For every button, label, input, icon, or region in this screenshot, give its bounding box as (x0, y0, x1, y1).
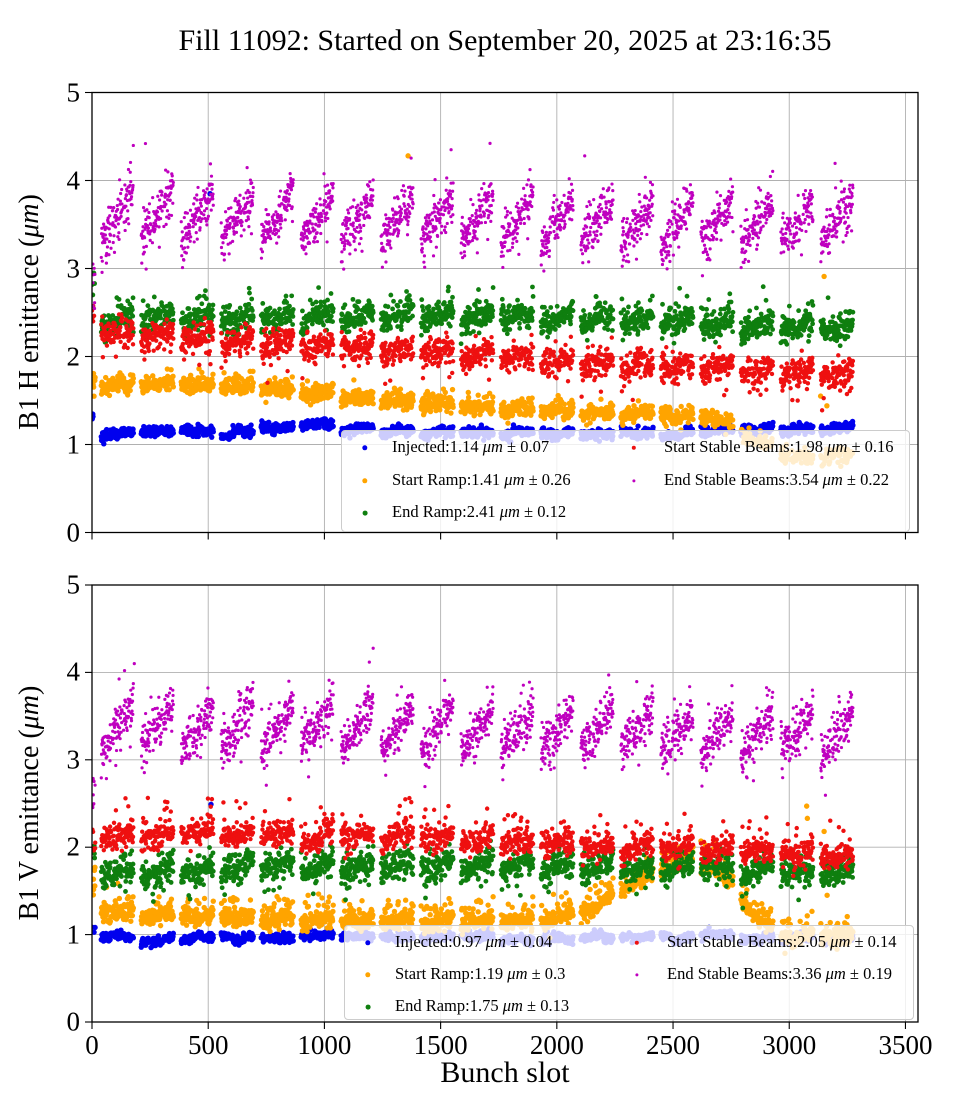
legend-marker-icon (365, 1004, 371, 1010)
legend-entry: Injected:0.97 μm ± 0.04 (395, 932, 553, 952)
y-tick-label: 3 (66, 744, 81, 775)
legend-entry: End Stable Beams:3.36 μm ± 0.19 (667, 964, 892, 984)
legend-entry: End Ramp:1.75 μm ± 0.13 (395, 996, 570, 1016)
figure-title: Fill 11092: Started on September 20, 202… (178, 24, 832, 57)
x-tick-label: 3000 (762, 1030, 817, 1060)
x-tick-label: 500 (187, 1030, 229, 1060)
legend-entry: Start Ramp:1.41 μm ± 0.26 (392, 469, 571, 489)
legend-marker-icon (362, 445, 368, 451)
legend: Injected:1.14 μm ± 0.07 Start Ramp:1.41 μ… (341, 430, 910, 532)
x-tick-label: 3500 (878, 1030, 933, 1060)
y-tick-label: 4 (66, 165, 81, 195)
y-tick-label: 4 (66, 656, 81, 687)
y-tick-label: 5 (66, 77, 81, 107)
y-tick-label: 0 (66, 1006, 81, 1037)
x-tick-label: 0 (85, 1030, 99, 1060)
legend-marker-icon (632, 478, 636, 483)
legend-marker-icon (634, 940, 640, 946)
y-tick-label: 1 (66, 429, 81, 459)
legend-entry: Injected:1.14 μm ± 0.07 (392, 437, 550, 457)
legend-entry: Start Stable Beams:1.98 μm ± 0.16 (664, 437, 894, 457)
legend: Injected:0.97 μm ± 0.04 Start Ramp:1.19 μ… (344, 925, 914, 1020)
legend-entry: Start Ramp:1.19 μm ± 0.3 (395, 964, 566, 984)
x-tick-label: 1500 (413, 1030, 468, 1060)
legend-entry: End Stable Beams:3.54 μm ± 0.22 (664, 469, 889, 489)
y-tick-label: 2 (66, 341, 81, 371)
legend-marker-icon (362, 477, 368, 484)
legend-entry: End Ramp:2.41 μm ± 0.12 (392, 502, 567, 522)
legend-marker-icon (365, 972, 371, 978)
y-tick-label: 3 (66, 253, 81, 283)
legend-marker-icon (362, 510, 368, 516)
legend-marker-icon (635, 973, 639, 977)
y-tick-label: 1 (66, 919, 81, 950)
y-tick-label: 5 (66, 569, 81, 600)
x-tick-label: 2500 (646, 1030, 701, 1060)
y-axis-label-b1h: B1 H emittance (μm) (14, 194, 45, 430)
legend-marker-icon (365, 940, 371, 946)
legend-entry: Start Stable Beams:2.05 μm ± 0.14 (667, 932, 897, 952)
x-tick-label: 2000 (529, 1030, 584, 1060)
y-axis-label-b1v: B1 V emittance (μm) (14, 685, 45, 921)
y-tick-label: 0 (66, 517, 81, 547)
x-axis-label: Bunch slot (440, 1056, 570, 1089)
legend-marker-icon (631, 445, 637, 451)
y-tick-label: 2 (66, 831, 81, 862)
x-tick-label: 1000 (297, 1030, 352, 1060)
